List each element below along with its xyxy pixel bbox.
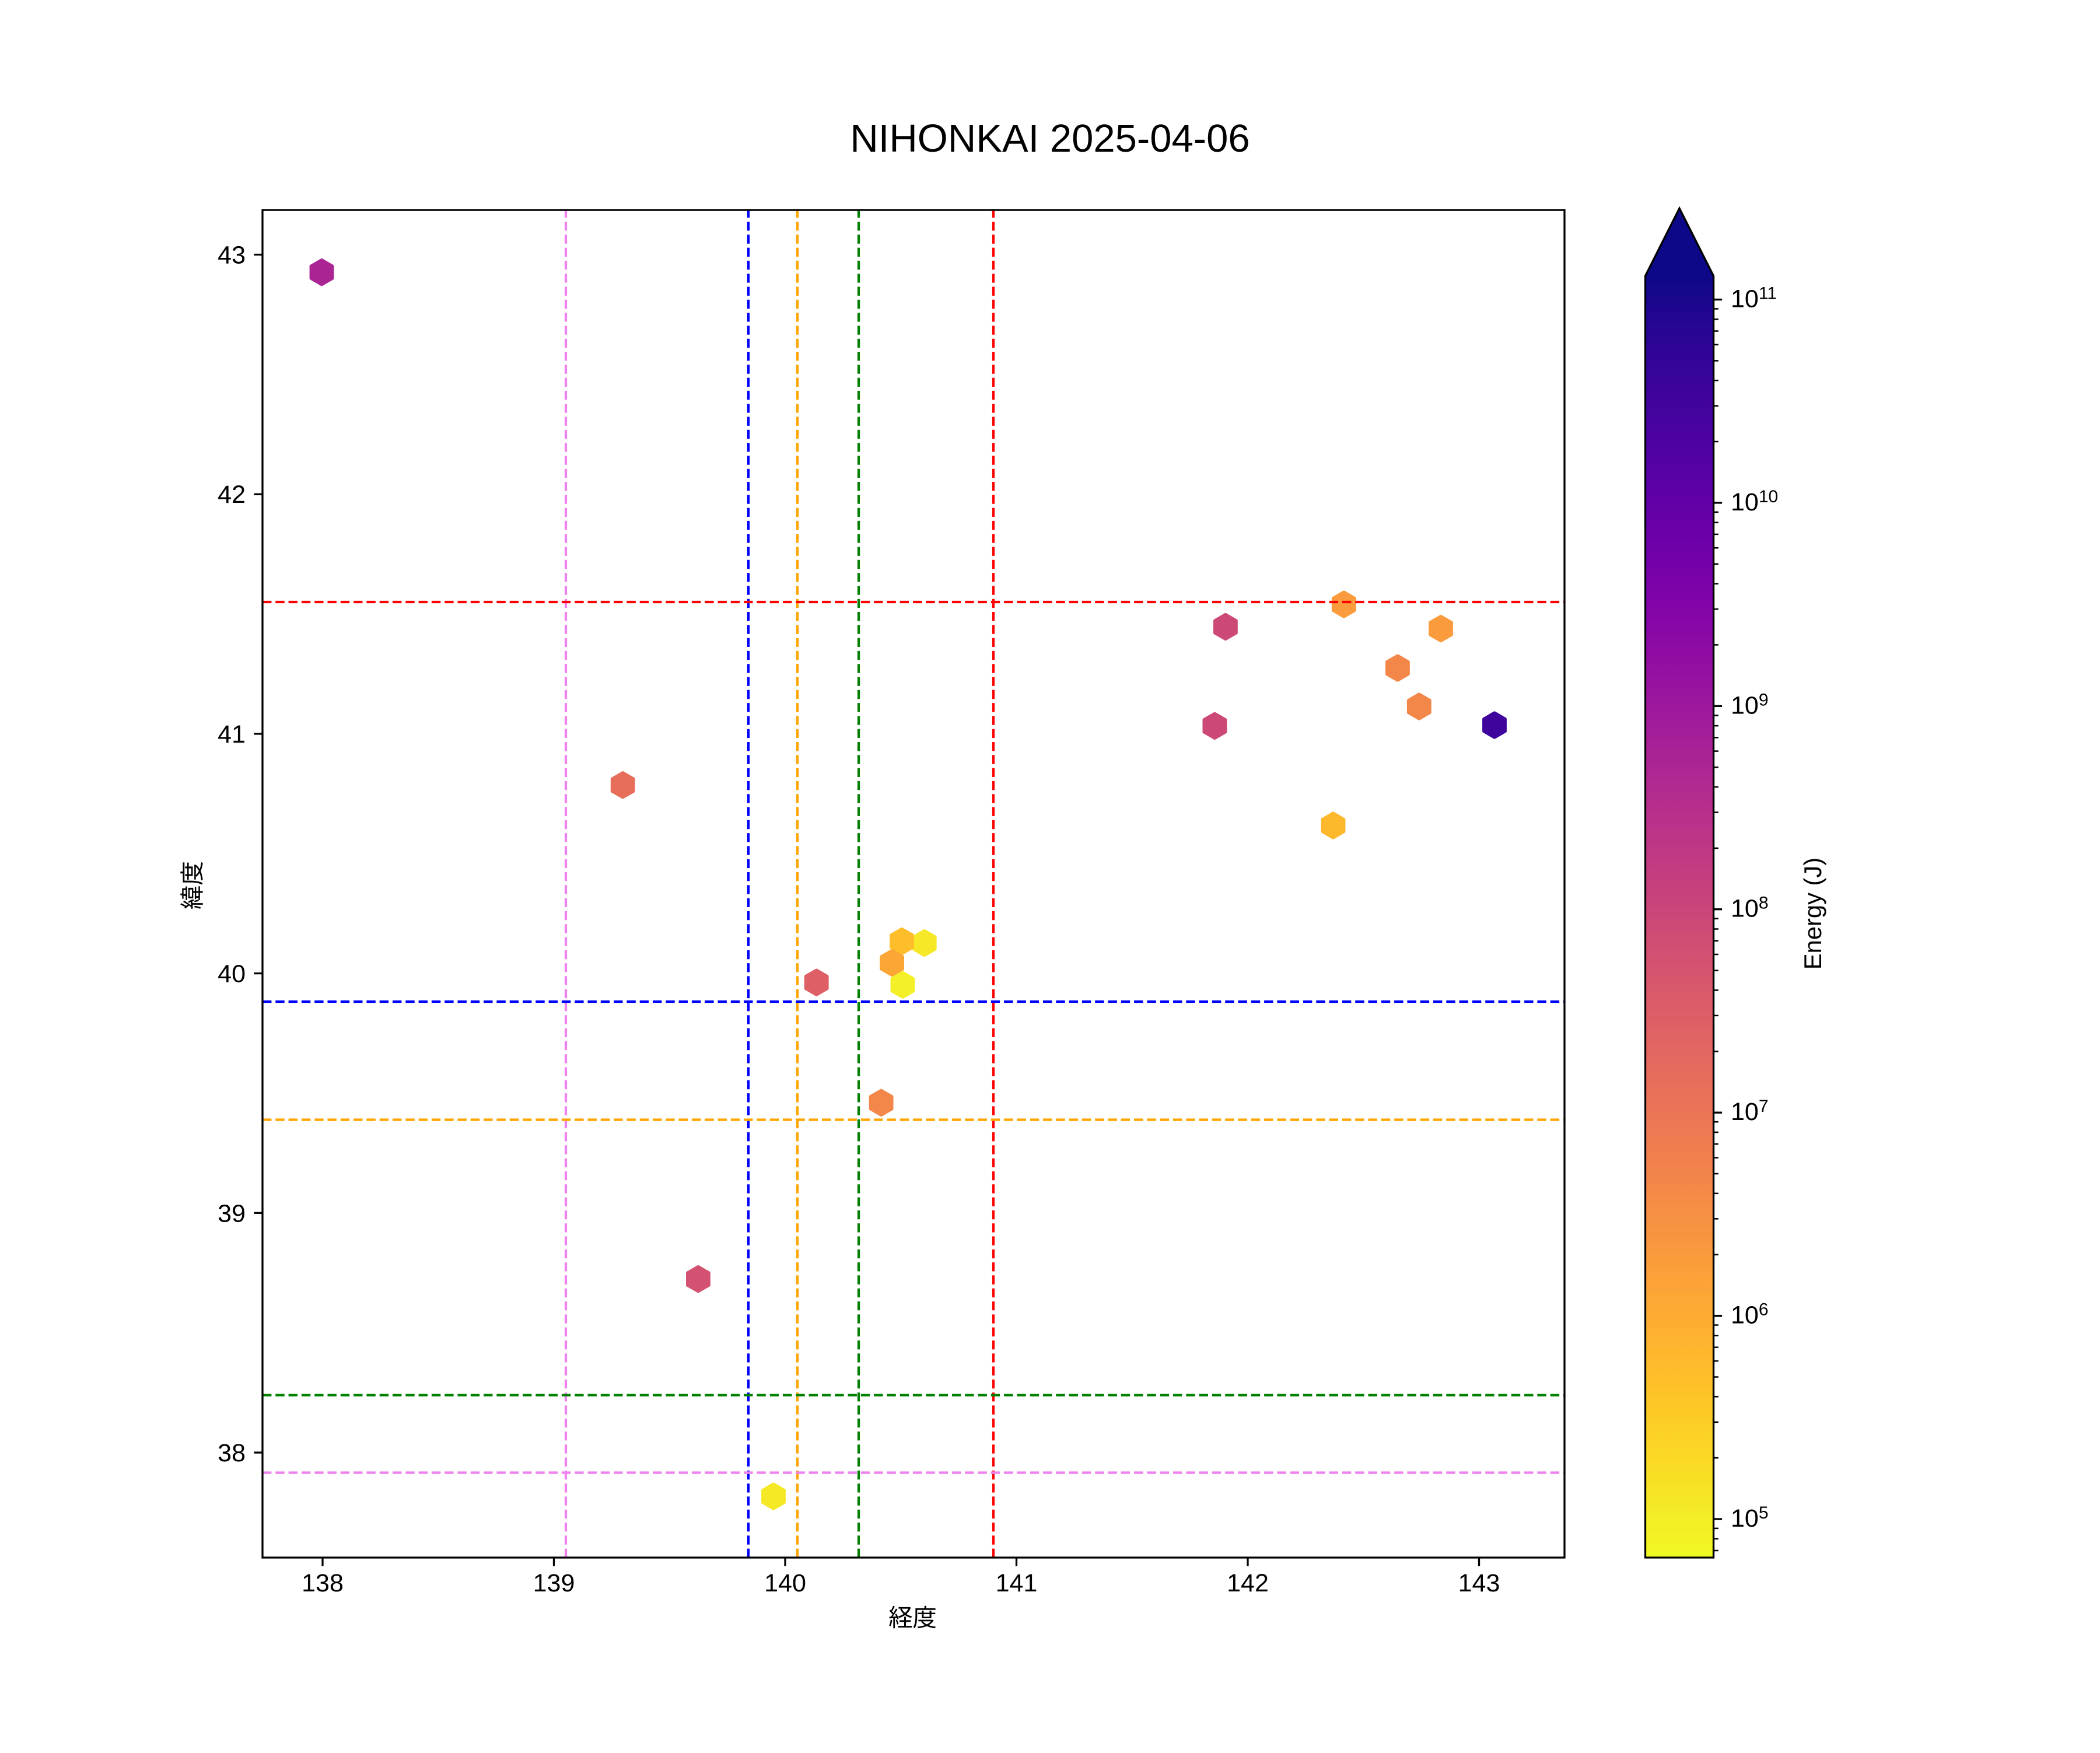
svg-text:41: 41 <box>218 720 246 748</box>
svg-text:42: 42 <box>218 481 246 509</box>
svg-text:43: 43 <box>218 242 246 270</box>
svg-text:141: 141 <box>996 1569 1038 1597</box>
svg-text:1010: 1010 <box>1731 487 1778 516</box>
svg-text:40: 40 <box>218 960 246 988</box>
svg-text:Energy (J): Energy (J) <box>1799 858 1826 970</box>
svg-text:39: 39 <box>218 1199 246 1227</box>
svg-text:38: 38 <box>218 1439 246 1467</box>
svg-text:138: 138 <box>302 1569 344 1597</box>
svg-text:106: 106 <box>1731 1300 1769 1329</box>
svg-text:140: 140 <box>764 1569 806 1597</box>
svg-text:142: 142 <box>1227 1569 1269 1597</box>
svg-text:139: 139 <box>533 1569 575 1597</box>
svg-text:NIHONKAI 2025-04-06: NIHONKAI 2025-04-06 <box>850 117 1250 160</box>
svg-text:143: 143 <box>1458 1569 1500 1597</box>
